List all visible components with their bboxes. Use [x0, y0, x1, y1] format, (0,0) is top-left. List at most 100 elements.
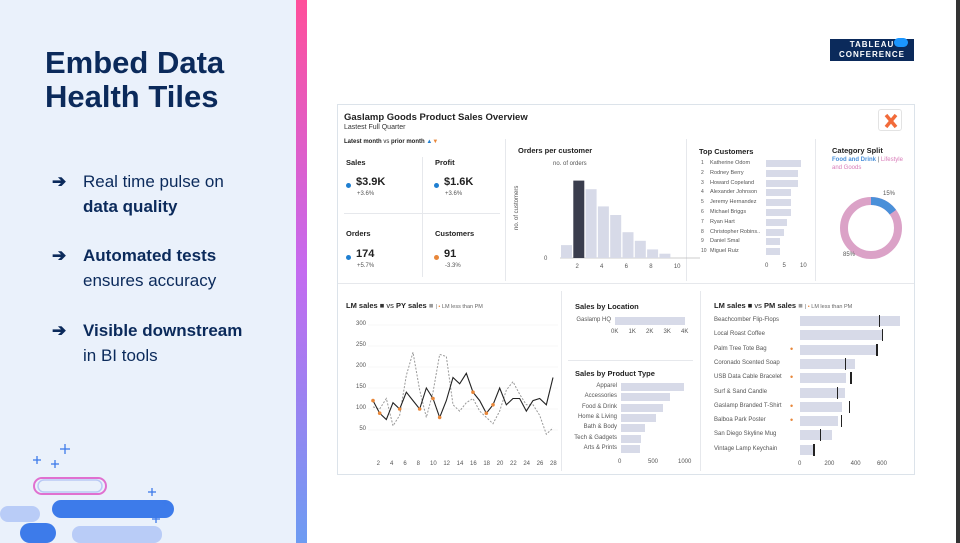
customer-bar[interactable]	[766, 209, 791, 216]
flag-dot: •	[790, 415, 793, 425]
top-customers-title: Top Customers	[699, 147, 753, 156]
lm-xtick: 10	[430, 461, 437, 467]
customer-bar[interactable]	[766, 180, 798, 187]
pm-title-c: LM less than PM	[811, 304, 852, 310]
flag-dot	[398, 407, 402, 411]
down-dot-icon	[434, 255, 439, 260]
kpi-sales-label: Sales	[346, 158, 366, 167]
lm-bar[interactable]	[800, 316, 900, 326]
filter-label[interactable]: Latest month vs prior month ▲▼	[344, 139, 438, 145]
customer-bar[interactable]	[766, 170, 798, 177]
product-type-bar[interactable]	[621, 424, 645, 432]
kpi-profit-value: $1.6K	[444, 176, 473, 188]
lm-ytick: 50	[346, 426, 366, 432]
kpi-orders-value: 174	[356, 248, 374, 260]
location-bar[interactable]	[615, 317, 685, 325]
lm-xtick: 28	[550, 461, 557, 467]
customer-name: Howard Copeland	[710, 180, 754, 186]
pm-title-a: LM sales	[714, 301, 746, 310]
lm-xtick: 22	[510, 461, 517, 467]
customer-bar[interactable]	[766, 229, 784, 236]
tableau-x-icon[interactable]	[878, 109, 902, 131]
histogram-bar	[635, 241, 646, 258]
customer-rank: 8	[701, 229, 704, 235]
histogram-xtick: 10	[674, 264, 681, 270]
legend-sep: |	[878, 157, 880, 163]
dashboard-subtitle: Lastest Full Quarter	[344, 124, 405, 131]
lm-title-c: LM less than PM	[442, 304, 483, 310]
customer-bar[interactable]	[766, 219, 787, 226]
flag-dot	[438, 416, 442, 420]
sales-by-location-title: Sales by Location	[575, 302, 639, 311]
histogram-xtick: 8	[649, 264, 652, 270]
product-type-bar[interactable]	[621, 414, 656, 422]
flag-dot	[485, 411, 489, 415]
product-type-bar[interactable]	[621, 383, 684, 391]
lm-xtick: 16	[470, 461, 477, 467]
lm-bar[interactable]	[800, 330, 882, 340]
histogram-bar	[647, 249, 658, 258]
lm-title-vs: vs	[386, 301, 394, 310]
category-legend: Food and Drink | Lifestyle and Goods	[832, 156, 912, 172]
lm-xtick: 18	[483, 461, 490, 467]
pm-xtick: 600	[877, 461, 887, 467]
lm-sales-title: LM sales ■ vs PY sales ■ | • LM less tha…	[346, 301, 483, 310]
kpi-profit-change: +3.6%	[445, 191, 462, 197]
logo-line2: CONFERENCE	[830, 50, 914, 60]
customer-xtick: 5	[783, 263, 786, 269]
lm-xtick: 2	[377, 461, 380, 467]
lm-bar[interactable]	[800, 402, 842, 412]
lm-bar[interactable]	[800, 373, 846, 383]
kpi-orders-label: Orders	[346, 229, 371, 238]
lm-ytick: 300	[346, 321, 366, 327]
customer-xtick: 0	[765, 263, 768, 269]
kpi-customers-label: Customers	[435, 229, 474, 238]
product-name: Local Roast Coffee	[714, 331, 765, 337]
lm-bar[interactable]	[800, 345, 876, 355]
customer-bar[interactable]	[766, 248, 780, 255]
pm-marker	[820, 429, 822, 441]
product-type-bar[interactable]	[621, 393, 670, 401]
donut-pct-a: 15%	[883, 191, 895, 197]
flag-dot	[371, 399, 375, 403]
lm-xtick: 12	[443, 461, 450, 467]
product-type-bar[interactable]	[621, 404, 663, 412]
pm-marker	[879, 315, 881, 327]
orders-ylabel: no. of customers	[514, 186, 520, 230]
customer-name: Katherine Odom	[710, 160, 750, 166]
product-type-bar[interactable]	[621, 435, 641, 443]
product-name: Coronado Scented Soap	[714, 360, 780, 366]
location-xtick: 1K	[629, 329, 636, 335]
lm-bar[interactable]	[800, 445, 813, 455]
up-dot-icon	[346, 183, 351, 188]
filter-vs: vs	[383, 139, 389, 145]
customer-bar[interactable]	[766, 238, 780, 245]
location-xtick: 4K	[681, 329, 688, 335]
sales-by-product-type-title: Sales by Product Type	[575, 369, 655, 378]
pm-marker	[849, 401, 851, 413]
filter-prior: prior month	[391, 139, 425, 145]
histogram-bar	[623, 232, 634, 258]
customer-rank: 3	[701, 180, 704, 186]
dashboard[interactable]: Gaslamp Goods Product Sales Overview Las…	[337, 104, 915, 475]
customer-rank: 5	[701, 199, 704, 205]
customer-bar[interactable]	[766, 199, 791, 206]
product-name: USB Data Cable Bracelet	[714, 374, 782, 380]
pm-marker	[845, 358, 847, 370]
lm-bar[interactable]	[800, 430, 832, 440]
pm-marker	[813, 444, 815, 456]
product-type-xtick: 1000	[678, 459, 691, 465]
customer-bar[interactable]	[766, 189, 791, 196]
lm-sales-line-chart[interactable]	[368, 319, 558, 459]
lm-bar[interactable]	[800, 359, 855, 369]
grey-square-icon: ■	[798, 301, 803, 310]
customer-bar[interactable]	[766, 160, 801, 167]
filter-latest: Latest month	[344, 139, 382, 145]
histogram-bar	[586, 189, 597, 258]
product-type-bar[interactable]	[621, 445, 640, 453]
orders-per-customer-chart[interactable]	[560, 172, 700, 262]
lm-bar[interactable]	[800, 416, 838, 426]
product-name: Beachcomber Flip-Flops	[714, 317, 779, 323]
product-name: Palm Tree Tote Bag	[714, 346, 767, 352]
dashboard-title: Gaslamp Goods Product Sales Overview	[344, 112, 528, 123]
